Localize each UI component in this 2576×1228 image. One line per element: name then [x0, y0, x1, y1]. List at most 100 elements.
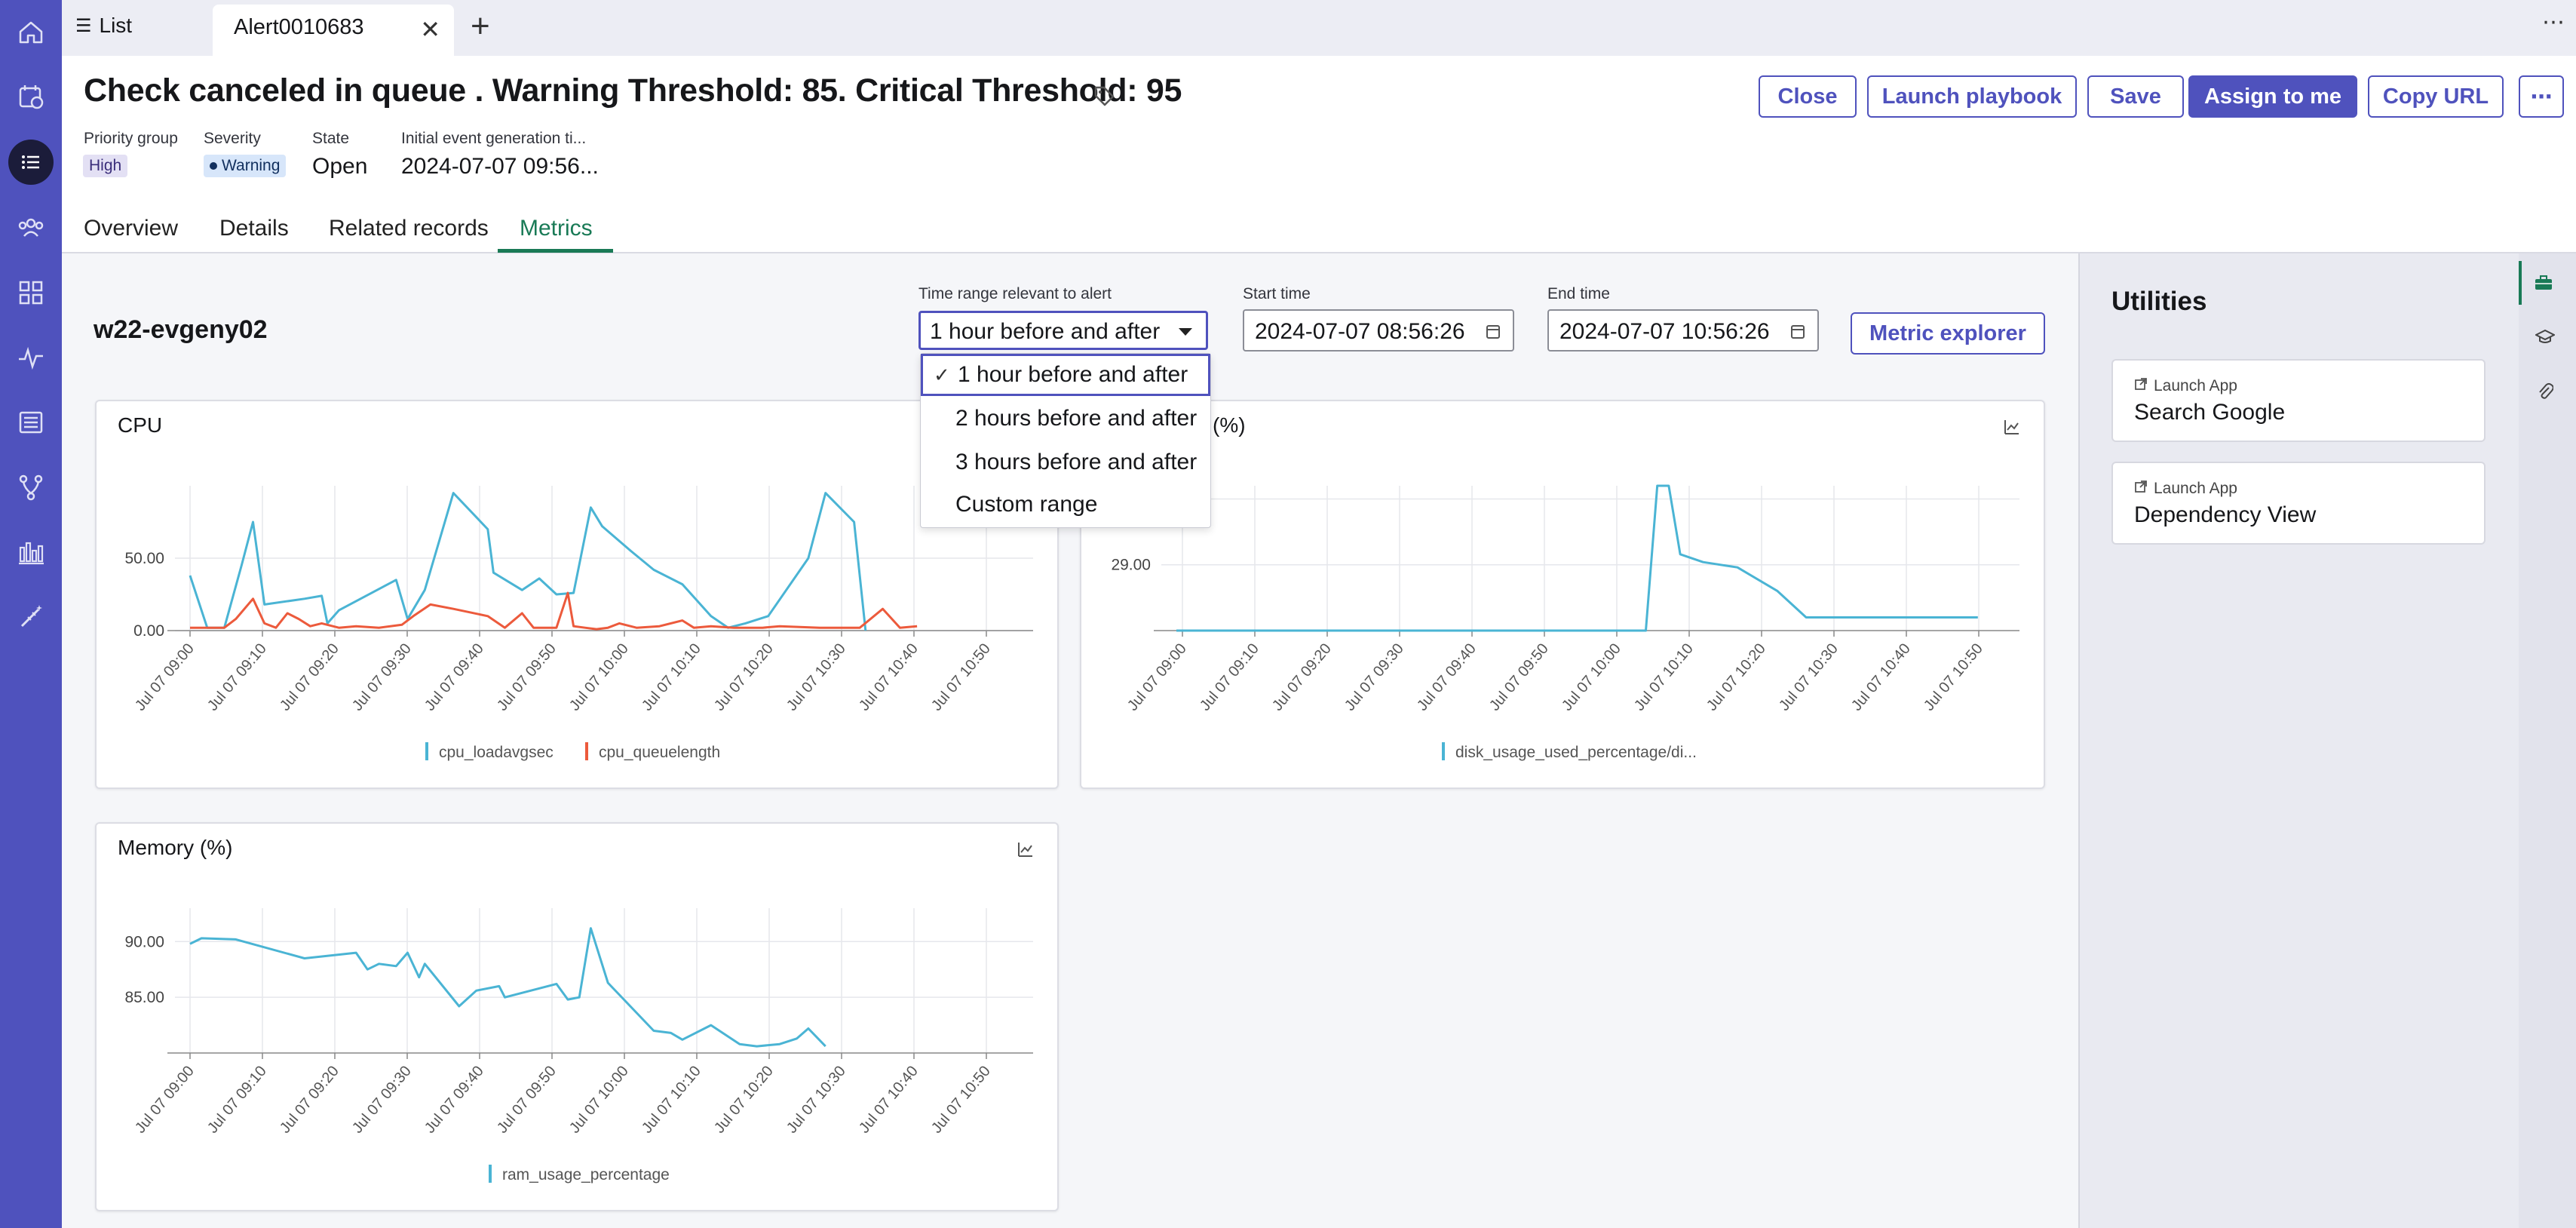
x-tick-label: Jul 07 10:30 — [1776, 640, 1842, 714]
utility-dependency-view[interactable]: Launch App Dependency View — [2111, 462, 2486, 545]
x-tick-label: Jul 07 09:40 — [1414, 640, 1480, 714]
x-tick-label: Jul 07 10:40 — [856, 1063, 922, 1137]
legend-swatch — [425, 742, 428, 760]
x-tick-label: Jul 07 09:00 — [132, 640, 198, 714]
option-3-hours[interactable]: 3 hours before and after — [955, 450, 1198, 474]
x-tick-label: Jul 07 10:50 — [928, 640, 994, 714]
x-tick-label: Jul 07 10:20 — [711, 640, 777, 714]
tab-metrics-underline — [498, 249, 613, 253]
list-menu-icon: ☰ — [75, 15, 92, 36]
save-button[interactable]: Save — [2087, 75, 2184, 118]
x-tick-label: Jul 07 10:20 — [711, 1063, 777, 1137]
hostname: w22-evgeny02 — [94, 315, 268, 344]
series-line-ram-usage-percentage — [189, 927, 826, 1048]
magic-wand-icon[interactable] — [8, 594, 54, 640]
more-actions-button[interactable]: ⋯ — [2519, 75, 2564, 118]
close-tab-icon[interactable]: ✕ — [420, 16, 440, 43]
tab-details[interactable]: Details — [219, 216, 289, 241]
calendar-icon[interactable] — [1790, 323, 1805, 343]
severity-badge: Warning — [204, 155, 287, 177]
start-time-value: 2024-07-07 08:56:26 — [1255, 319, 1465, 344]
activity-icon[interactable] — [8, 335, 54, 380]
priority-badge: High — [83, 155, 128, 177]
x-tick-label: Jul 07 09:30 — [349, 640, 415, 714]
team-icon[interactable] — [8, 205, 54, 250]
initial-event-label: Initial event generation ti... — [401, 130, 587, 147]
utility-search-google[interactable]: Launch App Search Google — [2111, 359, 2486, 442]
severity-label: Severity — [204, 130, 261, 147]
home-icon[interactable] — [8, 9, 54, 54]
option-custom-range[interactable]: Custom range — [955, 492, 1098, 517]
option-2-hours[interactable]: 2 hours before and after — [955, 406, 1198, 431]
more-tabs-icon[interactable]: ⋯ — [2542, 10, 2565, 35]
caret-down-icon — [1179, 328, 1192, 336]
x-tick-label: Jul 07 10:10 — [1631, 640, 1697, 714]
dashboard-icon[interactable] — [8, 270, 54, 315]
x-tick-label: Jul 07 09:10 — [1197, 640, 1262, 714]
tab-related-records[interactable]: Related records — [329, 216, 489, 241]
severity-dot-icon — [210, 162, 217, 170]
utility-caption: Launch App — [2134, 480, 2237, 498]
launch-playbook-button[interactable]: Launch playbook — [1867, 75, 2077, 118]
schedule-icon[interactable] — [8, 74, 54, 119]
cpu-card: CPU Jul 07 09:00 Jul 07 09:10 Jul 07 09:20… — [95, 400, 1059, 789]
tab-overview[interactable]: Overview — [84, 216, 179, 241]
assign-to-me-button[interactable]: Assign to me — [2188, 75, 2357, 118]
copy-url-button[interactable]: Copy URL — [2368, 75, 2504, 118]
tab-alert-label: Alert0010683 — [234, 15, 364, 39]
paperclip-icon[interactable] — [2537, 382, 2554, 405]
option-1-hour[interactable]: ✓ 1 hour before and after — [921, 354, 1210, 396]
chart-options-icon[interactable] — [1017, 840, 1035, 862]
x-tick-label: Jul 07 09:00 — [1124, 640, 1190, 714]
y-tick-label: 29.00 — [1111, 557, 1151, 574]
right-rail — [2519, 253, 2576, 1228]
tab-list-label: List — [99, 14, 133, 37]
y-tick-label: 85.00 — [124, 989, 164, 1006]
legend-label: disk_usage_used_percentage/di... — [1455, 744, 1697, 761]
tab-list[interactable]: ☰ List — [75, 14, 132, 38]
series-line-cpu-queuelength — [190, 591, 918, 631]
reports-icon[interactable] — [8, 530, 54, 575]
x-tick-label: Jul 07 10:00 — [566, 1063, 632, 1137]
utility-caption-text: Launch App — [2154, 377, 2237, 394]
legend-swatch — [585, 742, 588, 760]
start-time-input[interactable]: 2024-07-07 08:56:26 — [1243, 309, 1514, 352]
chart-options-icon[interactable] — [2003, 418, 2021, 440]
x-tick-label: Jul 07 10:00 — [566, 640, 632, 714]
rail-active-indicator — [2519, 261, 2522, 305]
series-line-cpu-loadavgsec — [189, 492, 867, 631]
graduation-cap-icon[interactable] — [2534, 329, 2556, 349]
time-range-select[interactable]: 1 hour before and after — [918, 311, 1208, 350]
records-icon[interactable] — [8, 400, 54, 445]
x-tick-label: Jul 07 10:10 — [639, 640, 704, 714]
end-time-input[interactable]: 2024-07-07 10:56:26 — [1547, 309, 1819, 352]
close-button[interactable]: Close — [1759, 75, 1857, 118]
x-tick-label: Jul 07 09:20 — [277, 640, 342, 714]
state-label: State — [312, 130, 350, 147]
x-tick-label: Jul 07 09:00 — [132, 1063, 198, 1137]
add-tab-icon[interactable]: + — [471, 8, 490, 45]
metric-explorer-button[interactable]: Metric explorer — [1851, 312, 2045, 355]
list-icon[interactable] — [8, 140, 54, 185]
end-time-value: 2024-07-07 10:56:26 — [1559, 319, 1770, 344]
workflow-icon[interactable] — [8, 465, 54, 510]
x-tick-label: Jul 07 09:10 — [204, 640, 270, 714]
y-tick-label: 0.00 — [133, 622, 164, 640]
initial-event-value: 2024-07-07 09:56... — [401, 154, 599, 179]
x-tick-label: Jul 07 10:40 — [1848, 640, 1914, 714]
toolbox-icon[interactable] — [2534, 275, 2553, 295]
tag-icon[interactable] — [1093, 84, 1115, 111]
x-tick-label: Jul 07 10:50 — [1921, 640, 1986, 714]
calendar-icon[interactable] — [1486, 323, 1501, 343]
legend-swatch — [489, 1165, 492, 1183]
utility-caption-text: Launch App — [2154, 480, 2237, 497]
x-tick-label: Jul 07 09:50 — [494, 640, 560, 714]
disk-card-title: (%) — [1213, 413, 1246, 437]
utilities-title: Utilities — [2111, 287, 2207, 316]
option-label: 1 hour before and after — [958, 362, 1188, 387]
state-value: Open — [312, 154, 368, 179]
tab-strip — [62, 0, 2576, 56]
time-range-value: 1 hour before and after — [930, 319, 1161, 344]
tab-alert[interactable]: Alert0010683 ✕ — [213, 5, 454, 56]
tab-metrics[interactable]: Metrics — [520, 216, 593, 241]
